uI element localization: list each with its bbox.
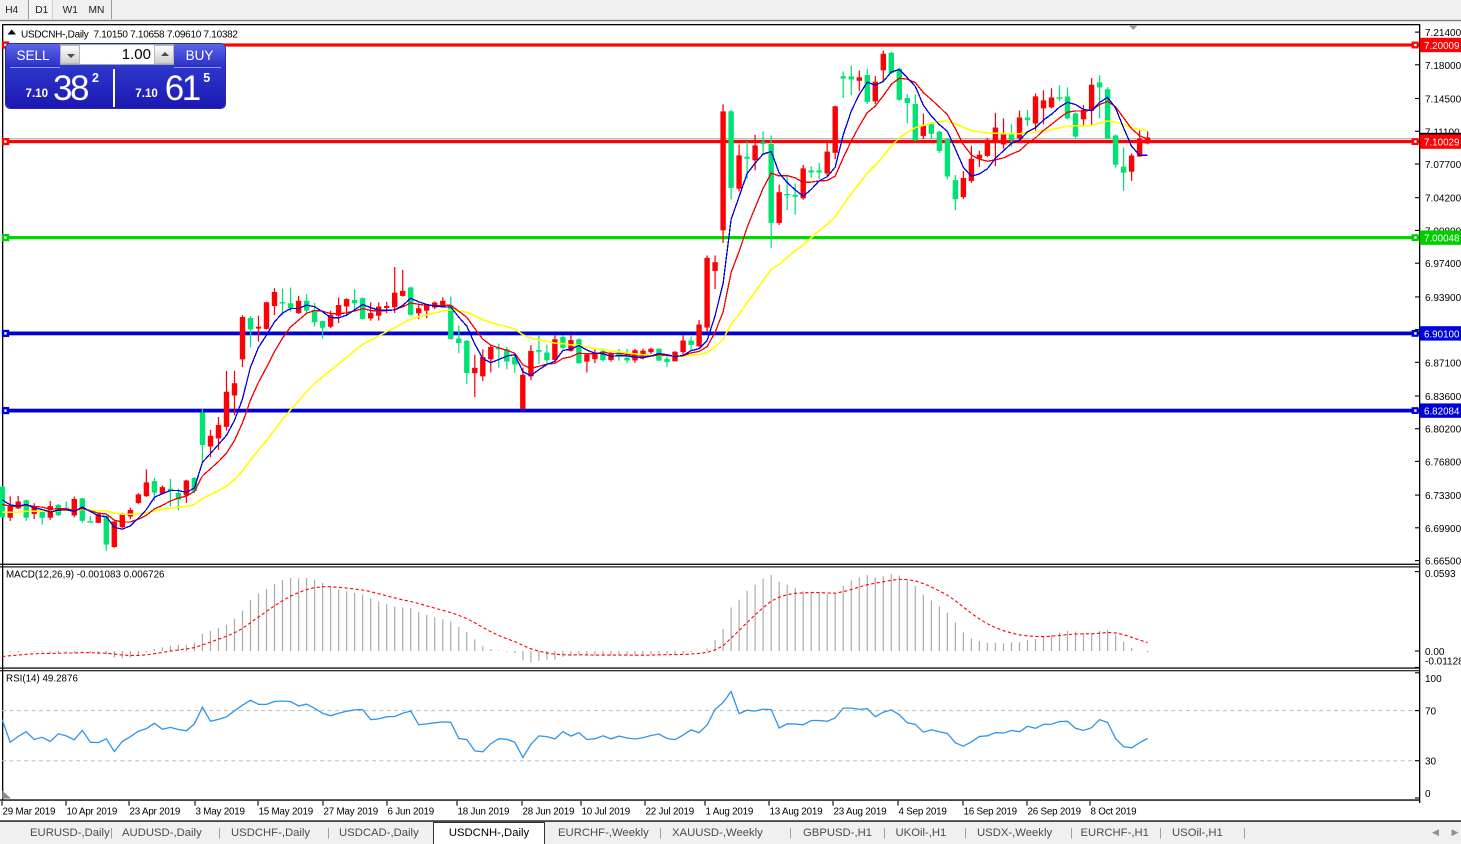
svg-text:7.00048: 7.00048	[1424, 234, 1460, 245]
svg-text:7.07700: 7.07700	[1425, 160, 1461, 171]
svg-text:7.20009: 7.20009	[1424, 41, 1459, 52]
svg-text:3 May 2019: 3 May 2019	[196, 806, 245, 817]
svg-text:15 May 2019: 15 May 2019	[259, 806, 313, 817]
svg-text:26 Sep 2019: 26 Sep 2019	[1028, 806, 1081, 817]
svg-text:6.80200: 6.80200	[1425, 425, 1461, 436]
svg-text:10 Jul 2019: 10 Jul 2019	[582, 806, 630, 817]
svg-text:6.69900: 6.69900	[1425, 524, 1461, 535]
svg-text:70: 70	[1425, 707, 1437, 718]
svg-text:27 May 2019: 27 May 2019	[324, 806, 378, 817]
svg-text:6 Jun 2019: 6 Jun 2019	[388, 806, 434, 817]
svg-text:1 Aug 2019: 1 Aug 2019	[706, 806, 754, 817]
svg-text:29 Mar 2019: 29 Mar 2019	[3, 806, 56, 817]
svg-text:6.73300: 6.73300	[1425, 491, 1461, 502]
svg-text:6.66500: 6.66500	[1425, 557, 1461, 568]
svg-text:8 Oct 2019: 8 Oct 2019	[1091, 806, 1137, 817]
svg-text:6.93900: 6.93900	[1425, 293, 1461, 304]
svg-text:6.97400: 6.97400	[1425, 259, 1461, 270]
svg-text:6.82084: 6.82084	[1424, 407, 1460, 418]
svg-text:10 Apr 2019: 10 Apr 2019	[67, 806, 118, 817]
svg-text:USDCNH-,Daily 7.10150 7.10658: USDCNH-,Daily 7.10150 7.10658 7.09610 7.…	[21, 30, 238, 41]
svg-text:6.76800: 6.76800	[1425, 457, 1461, 468]
svg-text:28 Jun 2019: 28 Jun 2019	[523, 806, 575, 817]
svg-text:4 Sep 2019: 4 Sep 2019	[899, 806, 947, 817]
svg-text:0: 0	[1425, 789, 1431, 800]
svg-text:0.0593: 0.0593	[1425, 569, 1456, 580]
svg-text:23 Apr 2019: 23 Apr 2019	[130, 806, 181, 817]
svg-text:-0.011289: -0.011289	[1425, 657, 1461, 668]
svg-text:RSI(14) 49.2876: RSI(14) 49.2876	[6, 674, 78, 685]
svg-text:13 Aug 2019: 13 Aug 2019	[770, 806, 823, 817]
svg-text:22 Jul 2019: 22 Jul 2019	[646, 806, 694, 817]
svg-text:0.00: 0.00	[1425, 647, 1445, 658]
svg-text:7.21400: 7.21400	[1425, 28, 1461, 39]
svg-text:7.18000: 7.18000	[1425, 61, 1461, 72]
svg-text:MACD(12,26,9) -0.001083 0.0067: MACD(12,26,9) -0.001083 0.006726	[6, 570, 165, 581]
svg-text:23 Aug 2019: 23 Aug 2019	[834, 806, 887, 817]
svg-text:6.83600: 6.83600	[1425, 392, 1461, 403]
svg-text:100: 100	[1425, 674, 1442, 685]
svg-text:6.87100: 6.87100	[1425, 358, 1461, 369]
svg-text:7.14500: 7.14500	[1425, 95, 1461, 106]
svg-text:30: 30	[1425, 757, 1437, 768]
svg-text:6.90100: 6.90100	[1424, 330, 1460, 341]
svg-text:7.10029: 7.10029	[1424, 138, 1459, 149]
svg-text:18 Jun 2019: 18 Jun 2019	[458, 806, 510, 817]
svg-text:7.04200: 7.04200	[1425, 194, 1461, 205]
svg-text:16 Sep 2019: 16 Sep 2019	[964, 806, 1017, 817]
